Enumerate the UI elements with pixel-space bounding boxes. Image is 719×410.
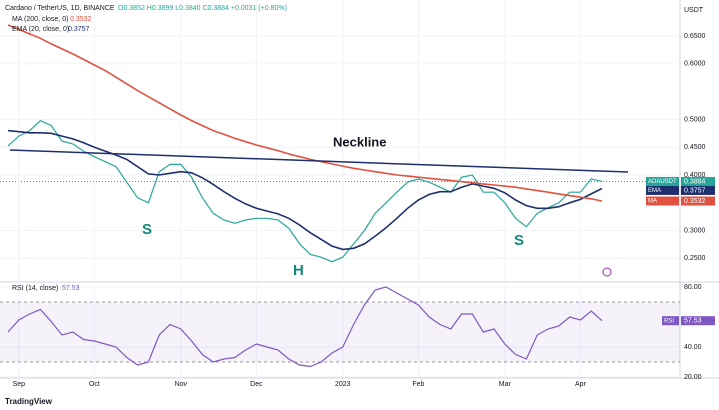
pattern-label: S xyxy=(142,221,152,238)
price-tag-box xyxy=(681,196,715,206)
pattern-label: H xyxy=(293,262,304,279)
event-icon[interactable] xyxy=(602,267,612,277)
symbol-title: Cardano / TetherUS, 1D, BINANCE xyxy=(5,5,115,12)
y-tick-label: 0.6000 xyxy=(684,61,706,68)
neckline-label: Neckline xyxy=(333,134,386,149)
rsi-tag-value: 57.53 xyxy=(684,318,702,325)
ohlc: O0.3852 H0.3899 L0.3840 C0.3884 +0.0031 … xyxy=(118,5,287,12)
pattern-label: S xyxy=(514,232,524,249)
ema-legend-value: 0.3757 xyxy=(68,26,90,33)
y-tick-label: 20.00 xyxy=(684,374,702,381)
series-line xyxy=(7,119,603,263)
series-line xyxy=(7,129,603,251)
price-tag-box xyxy=(681,185,715,195)
y-tick-label: 0.2500 xyxy=(684,255,706,262)
plot xyxy=(7,24,603,368)
y-tick-label: 0.4000 xyxy=(684,172,706,179)
price-tag-name: EMA xyxy=(648,188,661,194)
rsi-band xyxy=(0,302,680,362)
grid xyxy=(0,0,680,378)
x-tick-label: 2023 xyxy=(335,381,351,388)
price-tag-name: MA xyxy=(648,199,657,205)
price-tag-value: 0.3532 xyxy=(684,198,706,205)
price-tag-name-box xyxy=(646,196,679,206)
x-tick-label: Sep xyxy=(13,381,26,388)
neckline xyxy=(9,149,629,173)
x-tick-label: Dec xyxy=(250,381,263,388)
rsi-legend-value: 57.53 xyxy=(62,285,80,292)
y-tick-label: 0.6500 xyxy=(684,33,706,40)
rsi-tag-name: RSI xyxy=(664,318,674,324)
currency: USDT xyxy=(684,7,704,14)
x-tick-label: Nov xyxy=(175,381,188,388)
price-tag-name: ADAUSDT xyxy=(648,179,677,185)
price-tag-value: 0.3884 xyxy=(684,178,706,185)
ma-legend-value: 0.3532 xyxy=(70,16,92,23)
rsi-legend: RSI (14, close) xyxy=(12,285,58,292)
x-tick-label: Feb xyxy=(412,381,424,388)
series-line xyxy=(7,24,603,202)
price-tag-name-box xyxy=(646,176,679,186)
x-tick-label: Apr xyxy=(575,381,587,388)
series-line xyxy=(7,286,603,368)
x-tick-label: Oct xyxy=(89,381,100,388)
y-tick-label: 0.4500 xyxy=(684,144,706,151)
y-tick-label: 40.00 xyxy=(684,344,702,351)
price-tag-name-box xyxy=(646,185,679,195)
ma-legend: MA (200, close, 0) xyxy=(12,16,68,23)
x-tick-label: Mar xyxy=(499,381,512,388)
y-tick-label: 0.3000 xyxy=(684,227,706,234)
price-tag-value: 0.3757 xyxy=(684,187,706,194)
footer-logo[interactable]: TradingView xyxy=(5,397,53,406)
ema-legend: EMA (20, close, 0) xyxy=(12,26,69,33)
y-tick-label: 80.00 xyxy=(684,284,702,291)
y-tick-label: 0.5000 xyxy=(684,116,706,123)
rsi-tag-box xyxy=(681,316,715,326)
rsi-tag-name-box xyxy=(662,316,679,326)
